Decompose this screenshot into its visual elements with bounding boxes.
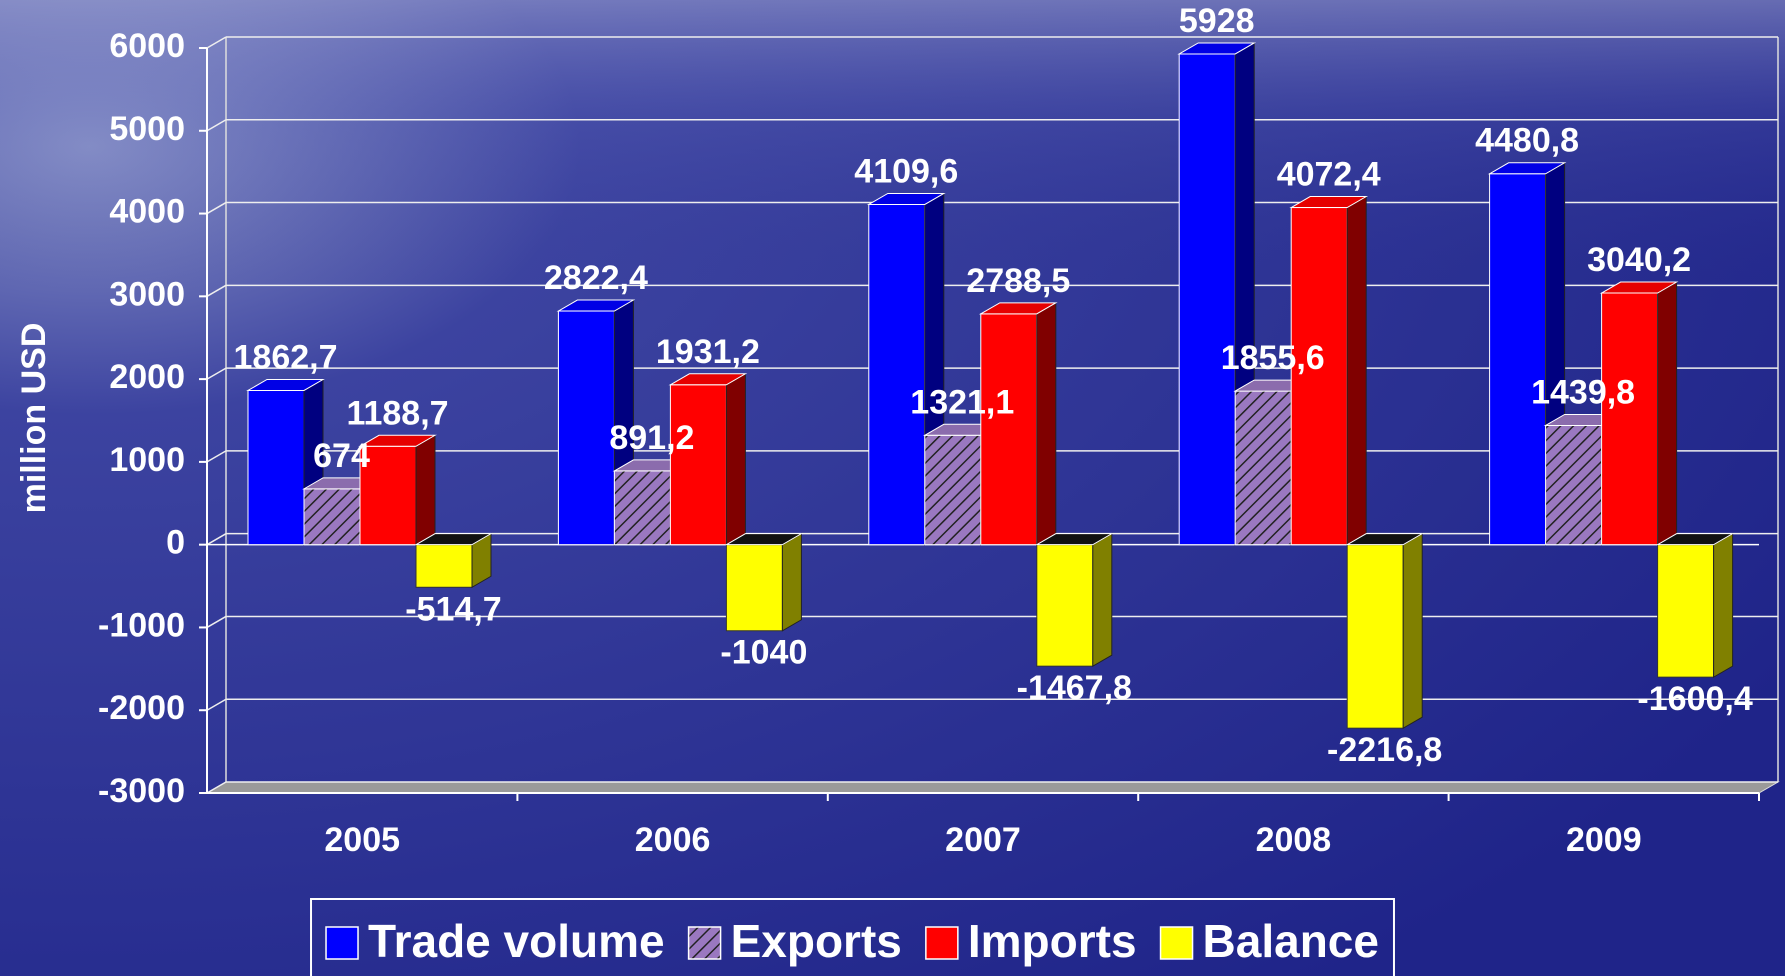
bar-side	[1714, 534, 1733, 677]
bar-side	[782, 534, 801, 631]
value-label: 2788,5	[966, 262, 1070, 300]
value-label: -1040	[720, 634, 807, 672]
legend: Trade volume Exports Imports Balance	[326, 915, 1379, 967]
y-tick-label: 5000	[109, 110, 185, 148]
x-tick-label: 2006	[635, 821, 711, 859]
y-tick-label: 0	[166, 524, 185, 562]
bar	[1347, 545, 1403, 729]
bar	[1179, 54, 1235, 545]
value-label: 1321,1	[910, 383, 1014, 421]
value-label: -1467,8	[1017, 669, 1132, 707]
bar-side	[1093, 534, 1112, 667]
bar	[304, 489, 360, 545]
value-label: 1439,8	[1531, 373, 1635, 411]
value-label: 674	[313, 437, 370, 475]
value-label: 1188,7	[346, 394, 448, 432]
floor	[207, 782, 1778, 793]
x-tick-label: 2005	[324, 821, 400, 859]
bar	[925, 435, 981, 544]
value-label: 1931,2	[656, 333, 760, 371]
y-tick-label: -2000	[98, 689, 185, 727]
value-label: -514,7	[405, 590, 501, 628]
x-tick-label: 2007	[945, 821, 1021, 859]
bar	[670, 385, 726, 545]
bar	[1490, 174, 1546, 545]
bar-side	[416, 435, 435, 544]
legend-label: Trade volume	[368, 915, 665, 967]
legend-swatch	[326, 927, 358, 959]
bar	[1235, 391, 1291, 545]
value-label: 4480,8	[1475, 122, 1579, 160]
bar-side	[1347, 197, 1366, 545]
y-tick-label: 3000	[109, 275, 185, 313]
bar-side	[1403, 534, 1422, 729]
bar-side	[1037, 303, 1056, 545]
value-label: 5928	[1179, 2, 1255, 40]
legend-swatch	[926, 927, 958, 959]
bar	[1546, 425, 1602, 544]
y-axis-label: million USD	[15, 323, 53, 514]
legend-swatch	[1161, 927, 1193, 959]
value-label: -1600,4	[1637, 680, 1752, 718]
legend-label: Balance	[1203, 915, 1379, 967]
x-tick-label: 2008	[1256, 821, 1332, 859]
legend-label: Imports	[968, 915, 1137, 967]
value-label: 891,2	[609, 419, 694, 457]
y-tick-label: 6000	[109, 27, 185, 65]
bar-side	[1658, 282, 1677, 545]
legend-label: Exports	[731, 915, 902, 967]
bar	[558, 311, 614, 545]
y-tick-label: -1000	[98, 606, 185, 644]
bar	[1037, 545, 1093, 667]
y-tick-label: 2000	[109, 358, 185, 396]
y-tick-label: -3000	[98, 772, 185, 810]
bar	[869, 204, 925, 544]
bar-side	[726, 374, 745, 545]
x-tick-label: 2009	[1566, 821, 1642, 859]
value-label: 1855,6	[1221, 339, 1325, 377]
y-tick-label: 4000	[109, 193, 185, 231]
value-label: 2822,4	[544, 259, 648, 297]
value-label: -2216,8	[1327, 731, 1442, 769]
bar	[1602, 293, 1658, 545]
value-label: 4109,6	[854, 152, 958, 190]
bar	[248, 390, 304, 544]
value-label: 4072,4	[1277, 156, 1381, 194]
bar	[1658, 545, 1714, 677]
bar	[416, 545, 472, 588]
bar	[981, 314, 1037, 545]
bar	[614, 471, 670, 545]
chart: million USD -3000 -2000 -1000 0 1000 2000 3000…	[0, 0, 1785, 976]
bar	[726, 545, 782, 631]
y-tick-label: 1000	[109, 441, 185, 479]
legend-swatch	[689, 927, 721, 959]
value-label: 3040,2	[1587, 241, 1691, 279]
value-label: 1862,7	[234, 338, 338, 376]
